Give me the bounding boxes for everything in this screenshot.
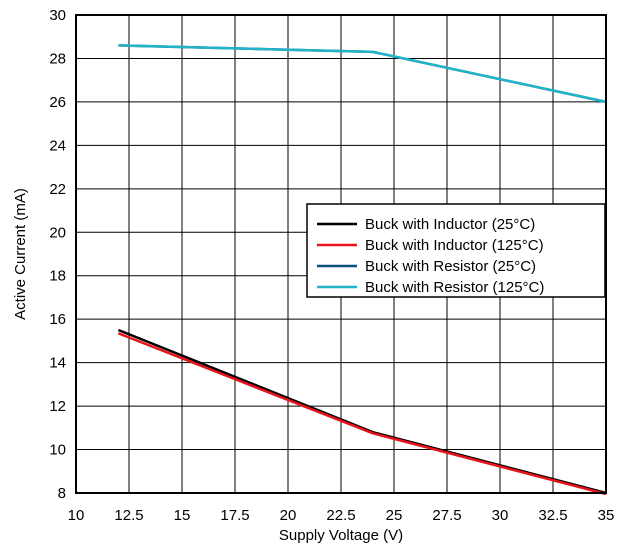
- x-tick-label: 17.5: [220, 507, 249, 524]
- x-tick-label: 32.5: [538, 507, 567, 524]
- x-tick-label: 25: [386, 507, 403, 524]
- x-tick-label: 22.5: [326, 507, 355, 524]
- series-line-4: [118, 44, 607, 104]
- series-line-1: [117, 328, 607, 495]
- y-tick-label: 26: [49, 94, 66, 111]
- plot-frame: [75, 14, 607, 494]
- y-axis-title: Active Current (mA): [12, 188, 29, 320]
- legend-label: Buck with Inductor (125°C): [365, 237, 544, 254]
- y-tick-label: 16: [49, 311, 66, 328]
- x-tick-labels: 10 12.5 15 17.5 20 22.5 25 27.5 30 32.5 35: [68, 507, 615, 524]
- x-axis-title: Supply Voltage (V): [279, 527, 403, 544]
- y-tick-label: 30: [49, 7, 66, 24]
- legend: Buck with Inductor (25°C) Buck with Induc…: [306, 203, 606, 298]
- y-tick-labels: 8 10 12 14 16 18 20 22 24 26 28 30: [49, 7, 66, 502]
- legend-label: Buck with Resistor (125°C): [365, 279, 544, 296]
- y-tick-label: 10: [49, 442, 66, 459]
- x-tick-label: 35: [598, 507, 615, 524]
- y-tick-label: 18: [49, 268, 66, 285]
- series-line-2: [117, 332, 607, 496]
- y-tick-label: 12: [49, 398, 66, 415]
- series-line-3: [118, 44, 607, 104]
- x-tick-label: 15: [174, 507, 191, 524]
- legend-label: Buck with Resistor (25°C): [365, 258, 536, 275]
- legend-label: Buck with Inductor (25°C): [365, 216, 535, 233]
- legend-box: [306, 203, 606, 298]
- y-tick-label: 24: [49, 137, 66, 154]
- x-tick-label: 10: [68, 507, 85, 524]
- x-tick-label: 27.5: [432, 507, 461, 524]
- y-tick-label: 8: [58, 485, 66, 502]
- y-tick-label: 20: [49, 224, 66, 241]
- y-tick-label: 28: [49, 50, 66, 67]
- y-tick-label: 22: [49, 181, 66, 198]
- x-tick-label: 12.5: [114, 507, 143, 524]
- x-tick-label: 20: [280, 507, 297, 524]
- y-tick-label: 14: [49, 355, 66, 372]
- series-lines: [117, 44, 607, 496]
- x-tick-label: 30: [492, 507, 509, 524]
